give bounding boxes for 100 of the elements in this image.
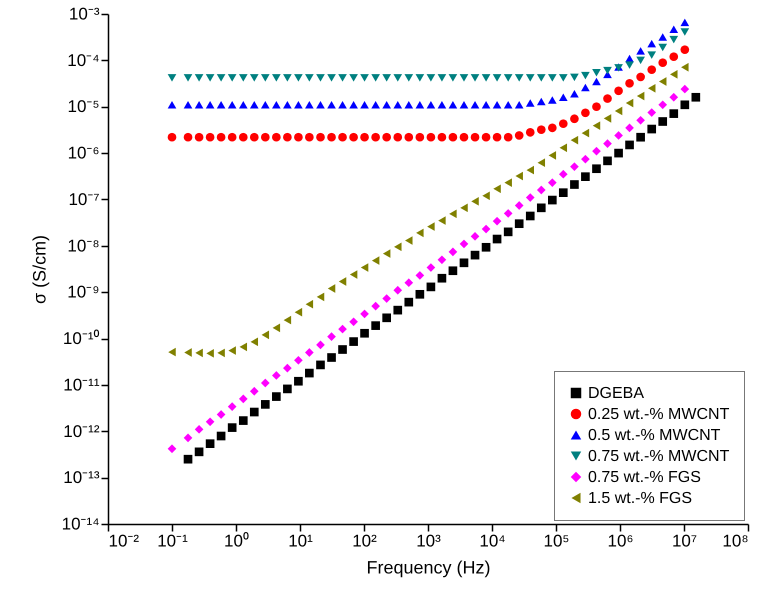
point — [294, 101, 303, 109]
point — [250, 408, 259, 416]
point — [427, 222, 435, 231]
point — [195, 348, 203, 358]
point — [250, 132, 259, 142]
point — [371, 132, 380, 142]
point — [558, 94, 568, 102]
point — [581, 84, 590, 92]
point — [272, 371, 281, 380]
point — [570, 180, 579, 189]
point — [194, 425, 204, 434]
point — [504, 209, 513, 218]
point — [184, 74, 192, 82]
point — [558, 188, 568, 198]
point — [504, 101, 513, 109]
legend-label: 0.5 wt.-% MWCNT — [588, 427, 721, 444]
point — [283, 132, 292, 142]
point — [438, 255, 446, 264]
point — [636, 92, 644, 100]
point — [658, 77, 666, 86]
point — [283, 384, 292, 394]
point — [558, 74, 568, 82]
point — [206, 417, 214, 426]
x-tick-label: 10⁰ — [224, 532, 249, 550]
point — [680, 18, 690, 26]
x-tick-label: 10⁶ — [608, 532, 634, 550]
x-axis-title: Frequency (Hz) — [366, 558, 491, 578]
point — [360, 328, 369, 338]
point — [470, 132, 480, 142]
point — [228, 101, 236, 109]
legend-label: 0.75 wt.-% MWCNT — [588, 448, 730, 465]
point — [382, 249, 390, 258]
point — [260, 400, 270, 409]
point — [536, 203, 546, 212]
point — [438, 74, 446, 82]
point — [647, 65, 656, 74]
point — [658, 117, 668, 126]
point — [448, 248, 458, 256]
point — [526, 212, 535, 220]
point — [471, 197, 479, 206]
point — [305, 74, 314, 82]
point — [372, 256, 380, 265]
point — [250, 386, 259, 396]
point — [603, 66, 612, 74]
point — [305, 132, 314, 142]
point — [526, 193, 535, 202]
point — [636, 132, 645, 142]
point — [338, 101, 347, 109]
point — [338, 277, 346, 286]
point — [216, 74, 226, 82]
point — [416, 290, 424, 299]
point — [328, 284, 336, 293]
point — [636, 47, 645, 55]
point — [548, 74, 557, 82]
point — [382, 313, 391, 322]
point — [327, 101, 336, 109]
point — [680, 28, 690, 36]
point — [360, 74, 369, 82]
point — [206, 132, 214, 142]
point — [393, 101, 402, 109]
point — [514, 219, 524, 228]
y-tick-label: 10⁻⁴ — [67, 50, 100, 70]
point — [360, 263, 368, 272]
point — [570, 136, 578, 144]
point — [382, 294, 391, 303]
point — [526, 74, 535, 82]
point — [504, 178, 512, 188]
point — [228, 402, 236, 411]
point — [625, 124, 634, 132]
x-tick-label: 10⁴ — [479, 532, 506, 550]
point — [614, 148, 623, 158]
point — [647, 124, 656, 134]
point — [238, 101, 248, 109]
point — [316, 132, 325, 142]
point — [492, 101, 502, 109]
point — [536, 98, 546, 106]
point — [404, 74, 414, 82]
point — [327, 132, 336, 142]
point — [426, 101, 436, 109]
point — [680, 100, 690, 110]
y-tick-label: 10⁻⁷ — [68, 190, 100, 209]
point — [603, 94, 612, 103]
point — [305, 348, 314, 357]
x-tick-label: 10² — [352, 532, 378, 550]
point — [658, 44, 668, 52]
point — [393, 286, 402, 295]
point — [581, 108, 590, 118]
point — [426, 132, 436, 142]
point — [216, 432, 226, 440]
point — [184, 454, 192, 464]
point — [184, 434, 192, 442]
point — [316, 360, 325, 370]
legend-label: 0.75 wt.-% FGS — [588, 469, 701, 486]
point — [394, 242, 402, 252]
point — [416, 228, 424, 238]
point — [184, 132, 192, 142]
point — [438, 216, 446, 225]
point — [184, 348, 192, 357]
x-tick-label: 10³ — [416, 532, 442, 550]
point — [283, 364, 292, 372]
